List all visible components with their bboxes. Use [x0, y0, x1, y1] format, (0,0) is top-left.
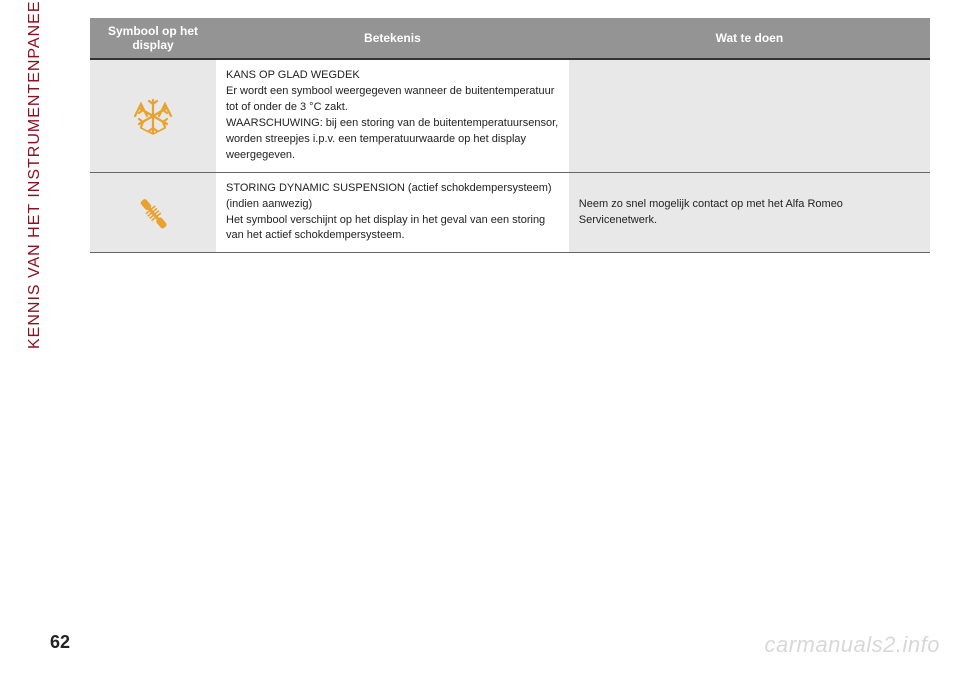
warning-symbols-table: Symbool op het display Betekenis Wat te … — [90, 18, 930, 253]
meaning-cell: KANS OP GLAD WEGDEKEr wordt een symbool … — [216, 59, 569, 172]
col-header-meaning: Betekenis — [216, 18, 569, 59]
col-header-symbol: Symbool op het display — [90, 18, 216, 59]
page-number: 62 — [50, 632, 70, 653]
action-cell: Neem zo snel mogelijk contact op met het… — [569, 172, 930, 253]
table-row: STORING DYNAMIC SUSPENSION (actief schok… — [90, 172, 930, 253]
symbol-cell — [90, 172, 216, 253]
shock-absorber-icon — [100, 191, 206, 235]
meaning-cell: STORING DYNAMIC SUSPENSION (actief schok… — [216, 172, 569, 253]
watermark: carmanuals2.info — [764, 632, 940, 658]
col-header-action: Wat te doen — [569, 18, 930, 59]
content-area: Symbool op het display Betekenis Wat te … — [90, 18, 930, 253]
frost-icon — [100, 94, 206, 138]
symbol-cell — [90, 59, 216, 172]
action-cell — [569, 59, 930, 172]
sidebar-section-title: KENNIS VAN HET INSTRUMENTENPANEEL — [26, 0, 44, 349]
table-row: KANS OP GLAD WEGDEKEr wordt een symbool … — [90, 59, 930, 172]
